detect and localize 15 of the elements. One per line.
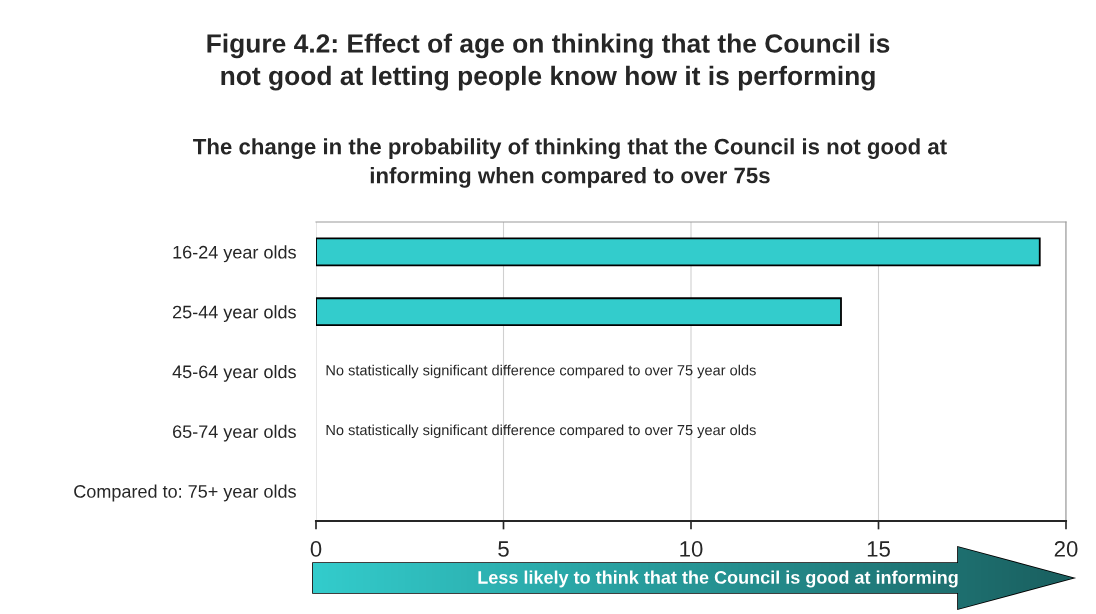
y-tick-label: 65-74 year olds xyxy=(173,424,296,442)
x-tick-label: 5 xyxy=(498,541,509,557)
annotation: No statistically significant difference compared to over 75 year olds xyxy=(326,424,756,439)
annotation: No statistically significant difference compared to over 75 year olds xyxy=(326,364,756,379)
y-tick-label: Compared to: 75+ year olds xyxy=(74,484,296,502)
x-tick-label: 10 xyxy=(680,541,703,557)
y-tick-label: 16-24 year olds xyxy=(173,245,296,263)
x-tick-label: 15 xyxy=(867,541,890,557)
text: Less likely to think that the Council is good at informing xyxy=(478,570,958,588)
y-tick-label: 25-44 year olds xyxy=(173,305,296,322)
y-tick-label: 45-64 year olds xyxy=(172,364,296,382)
chart-title: Figure 4.2: Effect of age on thinking that the Council is not good at letting people know how it is performing xyxy=(207,33,890,91)
x-tick-label: 20 xyxy=(1054,541,1078,557)
x-tick-label: 0 xyxy=(310,541,322,557)
chart-subtitle: The change in the probability of thinking that the Council is not good at informing when compared to over 75s xyxy=(193,138,947,188)
